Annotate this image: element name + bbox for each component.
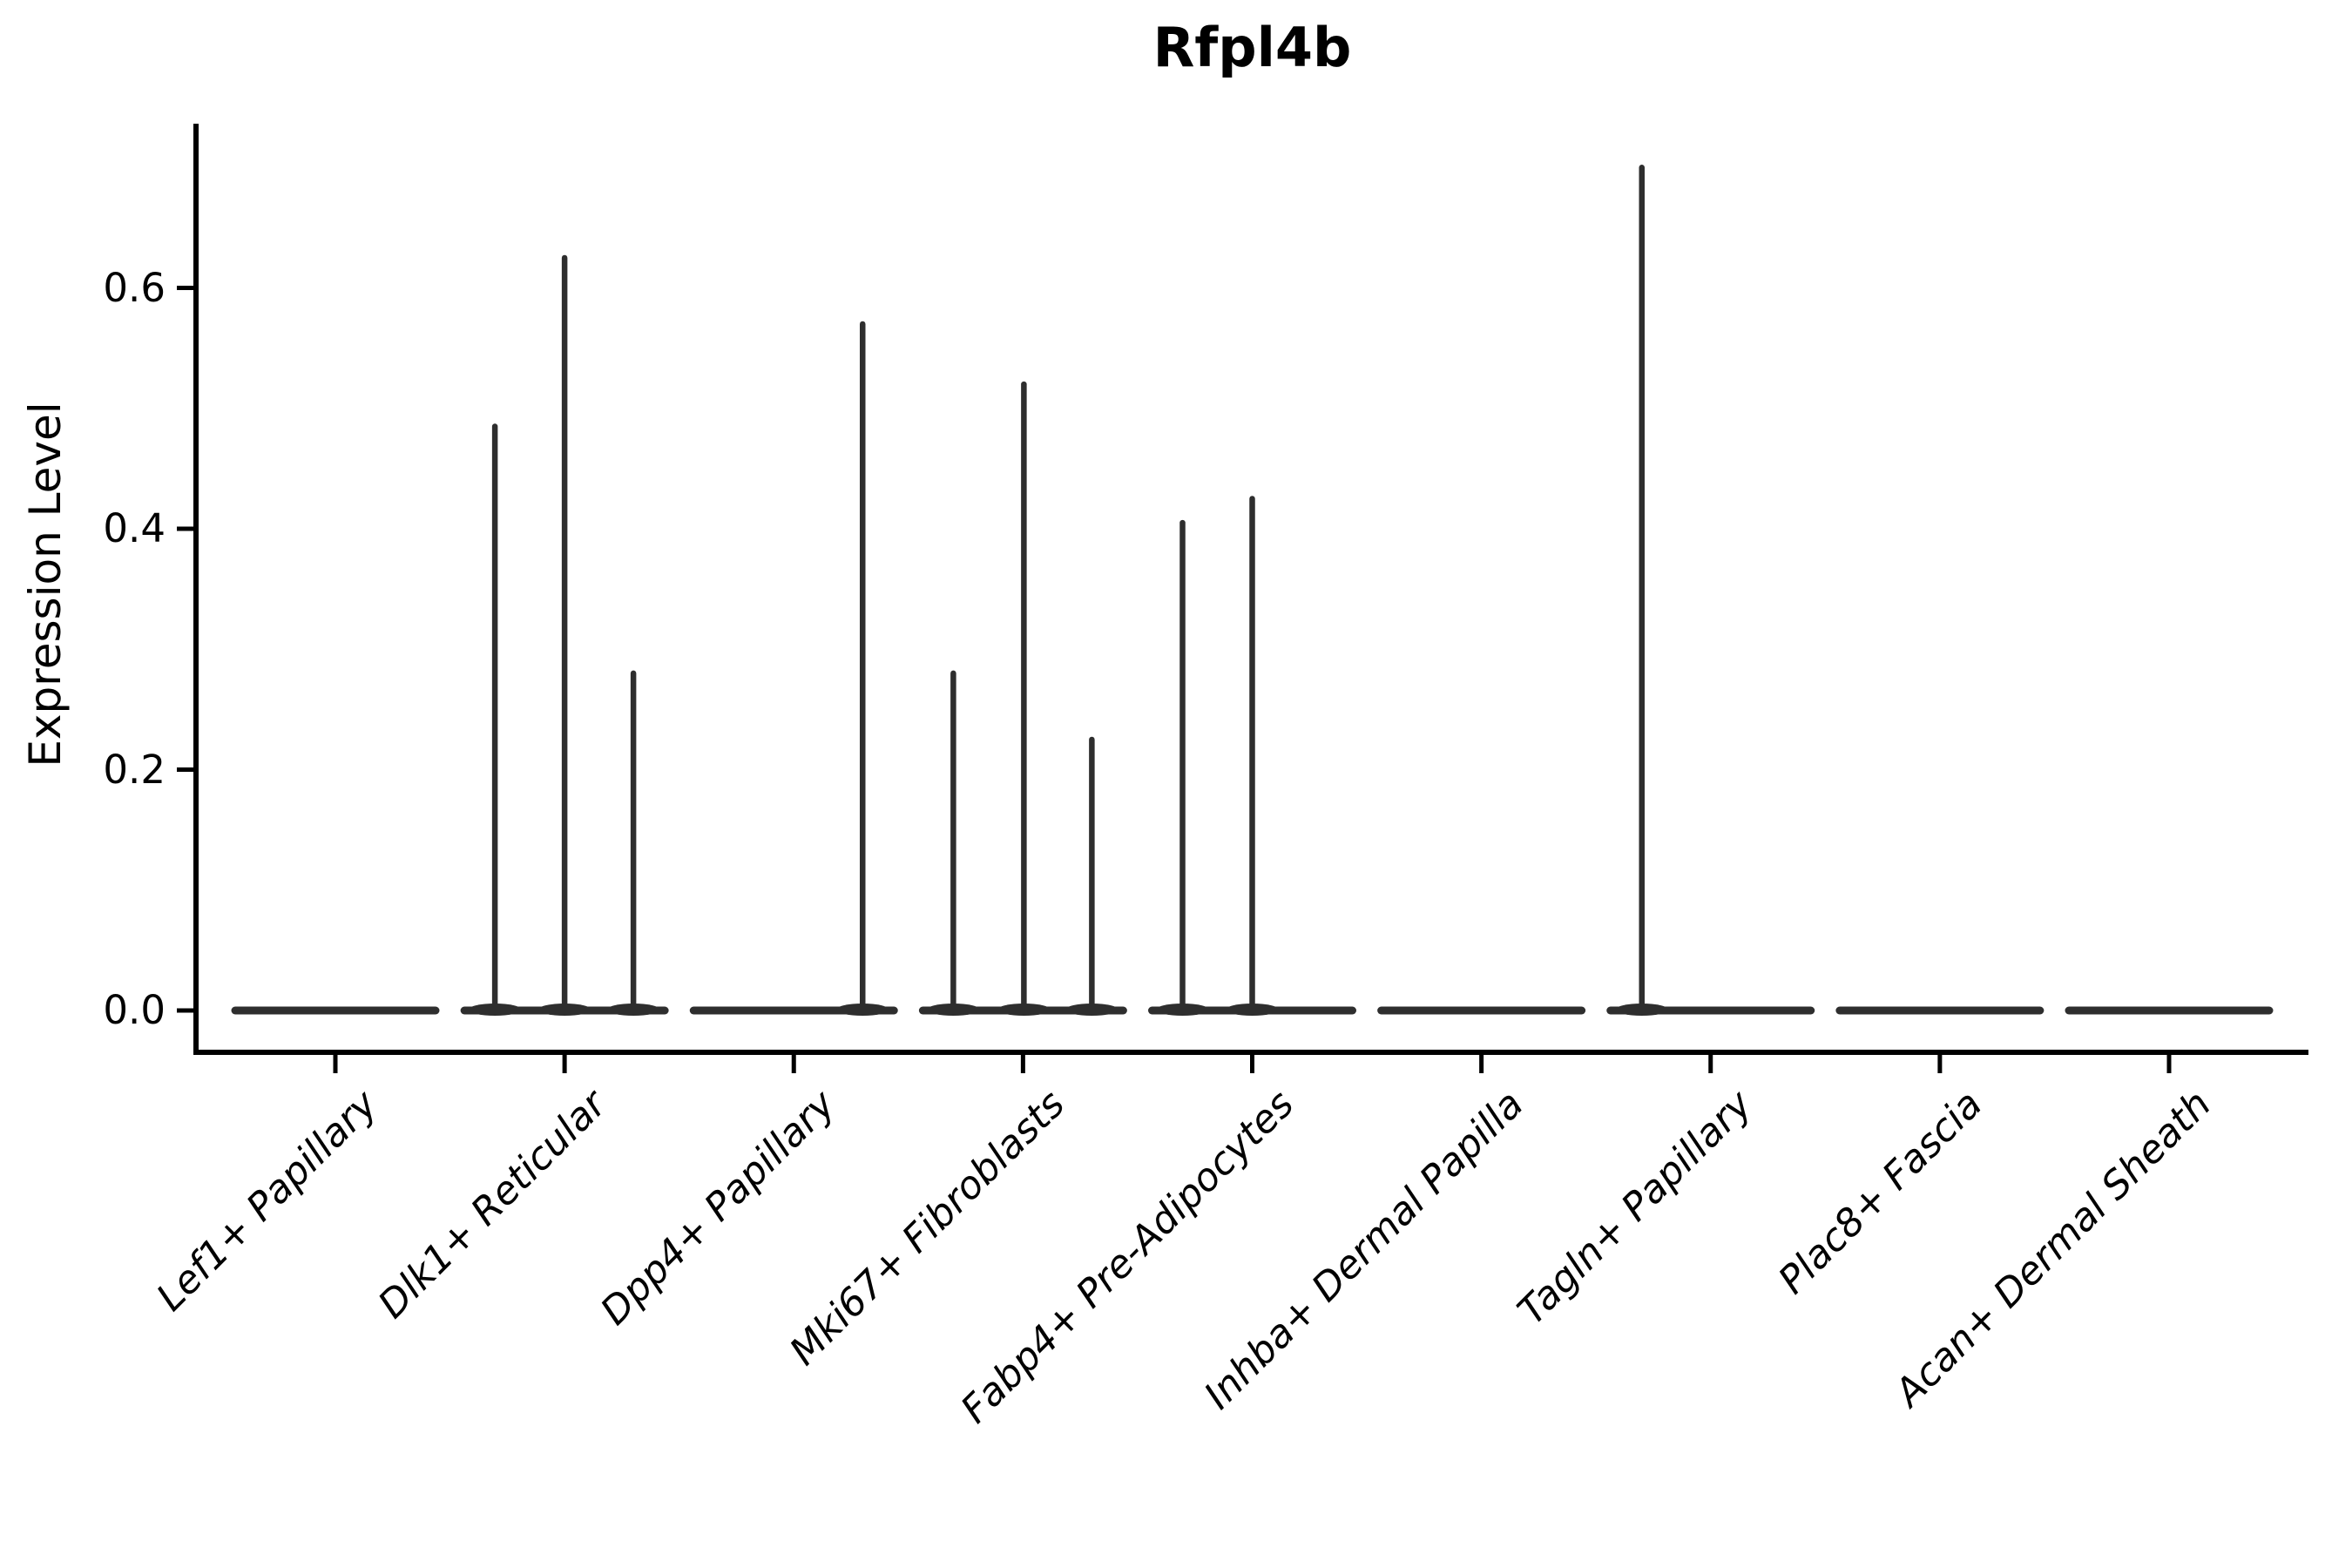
- violin-body-flat: [231, 1006, 440, 1015]
- violin-body-flat: [2065, 1006, 2274, 1015]
- violin-body-flat: [1377, 1006, 1586, 1015]
- y-tick-label: 0.6: [103, 264, 166, 311]
- y-tick-label: 0.0: [103, 987, 166, 1033]
- chart-title: Rfpl4b: [1152, 16, 1352, 79]
- y-tick-label: 0.4: [103, 505, 166, 551]
- y-axis-label: Expression Level: [20, 402, 71, 767]
- y-tick-label: 0.2: [103, 746, 166, 793]
- violin-body-flat: [1835, 1006, 2044, 1015]
